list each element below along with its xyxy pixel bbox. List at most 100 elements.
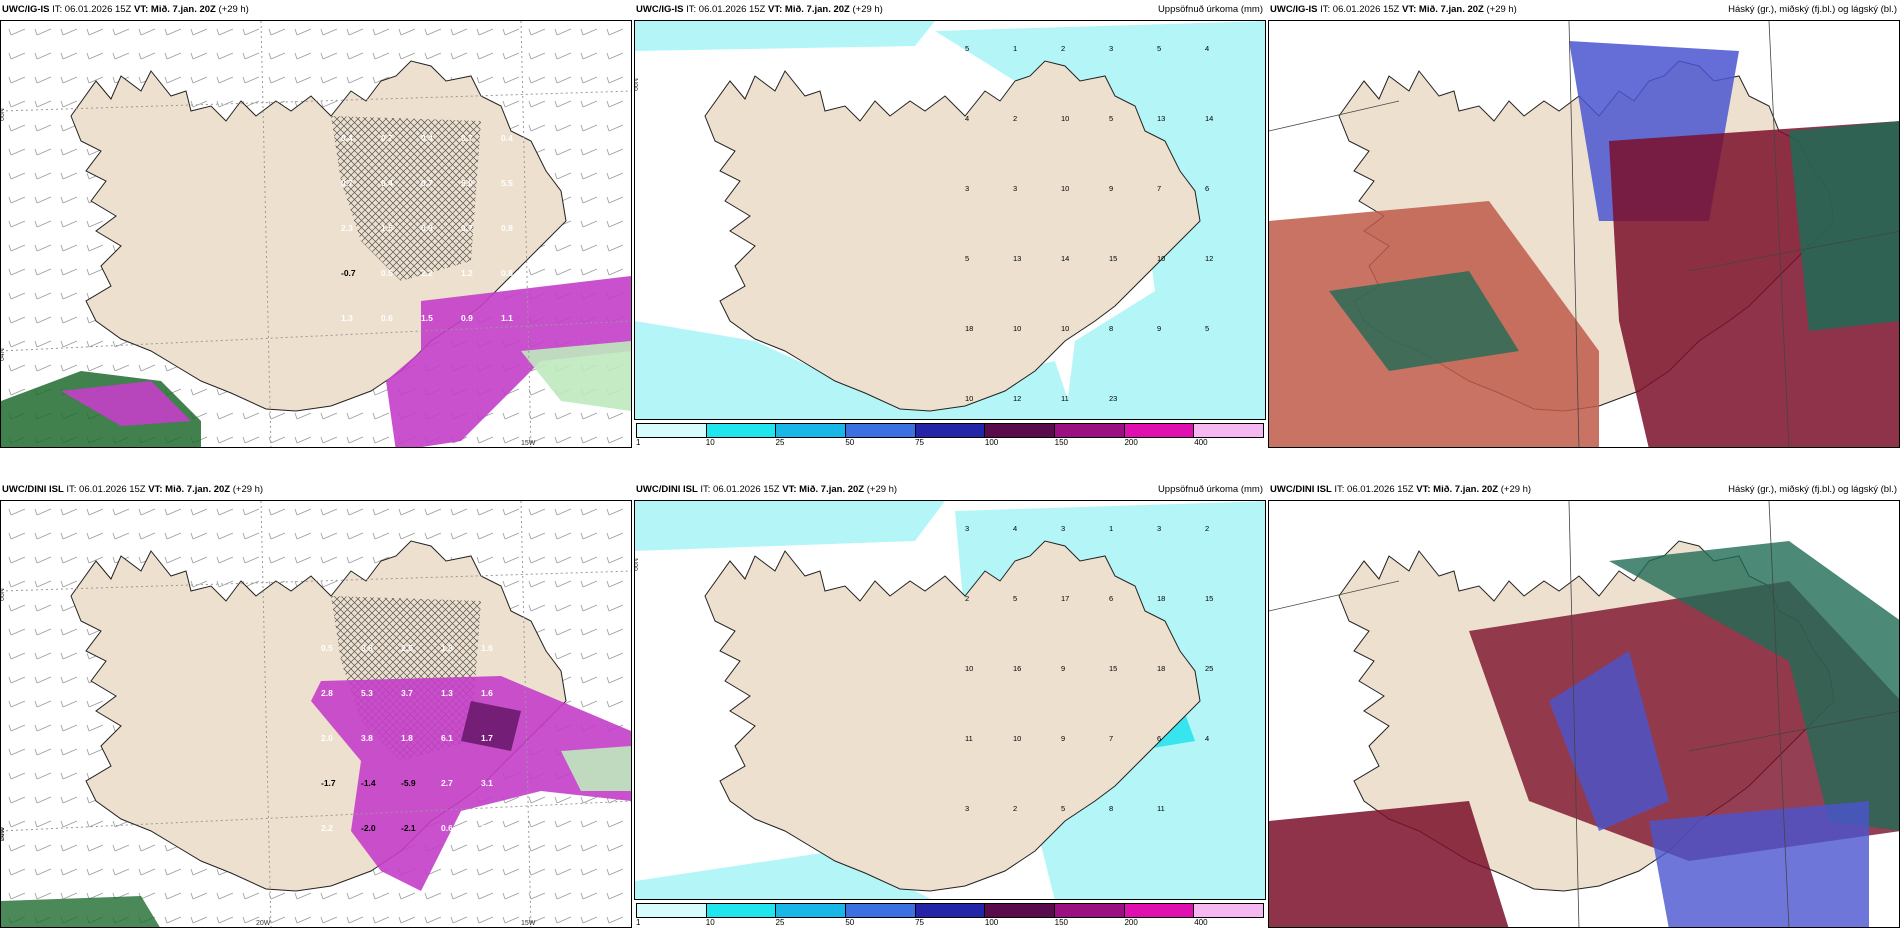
wind-barb [502,820,520,828]
wind-barb [8,556,26,564]
wind-barb [86,76,104,84]
wind-barb [8,148,26,156]
wind-barb [190,28,208,36]
wind-barb [294,412,312,420]
wind-barb [190,532,208,540]
wind-barb [8,580,26,588]
precip-value: 4 [1013,524,1017,533]
wind-barb [580,868,598,876]
wind-barb [606,244,624,252]
model-name: UWC/IG-IS [636,4,684,15]
wind-barb [86,340,104,348]
lon-label: 15W [521,440,536,447]
map-area[interactable]: 5 1 2 3 5 4 4 2 10 5 13 14 3 3 10 9 7 6 5 13 14 15 10 12 18 10 10 8… [634,20,1266,420]
map-area[interactable]: 0.5 3.8 2.5 1.8 1.6 2.8 5.3 3.7 1.3 1.6 2.0 3.8 1.8 6… [0,500,632,928]
wind-barb [476,820,494,828]
wind-barb [34,268,52,276]
wind-barb [268,508,286,516]
wind-barb [320,892,338,900]
precip-value: 3 [965,524,969,533]
legend-tick: 150 [1054,918,1069,927]
wind-barb [372,916,390,924]
precip-area-north [635,501,945,551]
panel-title: Háský (gr.), miðský (fj.bl.) og lágský (… [1728,484,1897,495]
wind-barb [86,868,104,876]
wind-barb [294,916,312,924]
wind-barb [60,676,78,684]
wind-barb [34,556,52,564]
value-label: 1.3 [341,313,353,323]
panel-ig-precip: UWC/IG-IS IT: 06.01.2026 15Z VT: Mið. 7.… [634,0,1266,448]
lead-time: (+29 h) [1486,4,1517,15]
wind-barb [190,556,208,564]
iceland-land [704,60,1201,412]
wind-barb [320,100,338,108]
panel-title: Háský (gr.), miðský (fj.bl.) og lágský (… [1728,4,1897,15]
wind-barb [8,52,26,60]
wind-barb [60,532,78,540]
value-label: 1.1 [501,313,513,323]
precip-value: 10 [1157,254,1165,263]
wind-barb [476,916,494,924]
legend-swatch [846,904,916,917]
wind-barb [112,868,130,876]
map-area[interactable]: 0.4 0.7 0.4 0.7 0.4 0.7 0.4 0.7 5.0 5.5 2.3 1.5 0.9 0… [0,20,632,448]
wind-barb [242,28,260,36]
wind-barb [580,892,598,900]
wind-barb [502,76,520,84]
valid-time: Mið. 7.jan. 20Z [799,484,865,495]
value-label: 0.4 [501,133,513,143]
wind-barb [580,436,598,444]
wind-barb [580,580,598,588]
wind-barb [60,772,78,780]
wind-barb [580,844,598,852]
value-label: -2.0 [361,823,376,833]
lat-label: 20W [1,826,6,841]
wind-barb [554,556,572,564]
lat-label: 64N [1,348,6,361]
graticule [1,570,631,832]
precip-value: 7 [1157,184,1161,193]
wind-barb [580,508,598,516]
green-area [521,341,631,411]
wind-barb [554,604,572,612]
wind-barb [476,436,494,444]
precip-value: 9 [1061,734,1065,743]
map-area[interactable] [1268,20,1900,448]
legend-tick: 25 [775,918,785,927]
value-label: 3.7 [401,688,413,698]
wind-barb [580,604,598,612]
wind-barb [580,28,598,36]
wind-barb [34,220,52,228]
value-label: 0.6 [381,313,393,323]
legend-tick: 200 [1124,438,1138,447]
precip-value: 5 [1061,804,1065,813]
cloud-dense-area [1269,801,1509,927]
precip-value: 5 [965,44,969,53]
lat-label: 66N [1,588,6,601]
wind-barb [372,508,390,516]
panel-header: UWC/DINI ISL IT: 06.01.2026 15Z VT: Mið.… [0,480,632,500]
precip-value: 6 [1109,594,1113,603]
wind-barb [294,556,312,564]
wind-barb [424,916,442,924]
wind-barb [242,916,260,924]
legend-swatch [915,424,986,437]
value-label: 0.4 [341,133,353,143]
map-area[interactable] [1268,500,1900,928]
value-label: 1.5 [381,223,393,233]
wind-barb [34,844,52,852]
wind-barb [190,916,208,924]
wind-barb [34,796,52,804]
precip-value: 5 [1013,594,1017,603]
precip-value: 13 [1157,114,1165,123]
wind-barb [606,148,624,156]
map-area[interactable]: 3 4 3 1 3 2 2 5 17 6 18 15 10 16 9 15 18 25 11 10 9 7 6 4 3 2 5 8 11… [634,500,1266,900]
wind-barb [8,316,26,324]
precip-value: 11 [1061,394,1069,403]
wind-barb [528,868,546,876]
wind-barb [606,196,624,204]
wind-barb [34,820,52,828]
wind-barb [502,916,520,924]
wind-barb [8,244,26,252]
